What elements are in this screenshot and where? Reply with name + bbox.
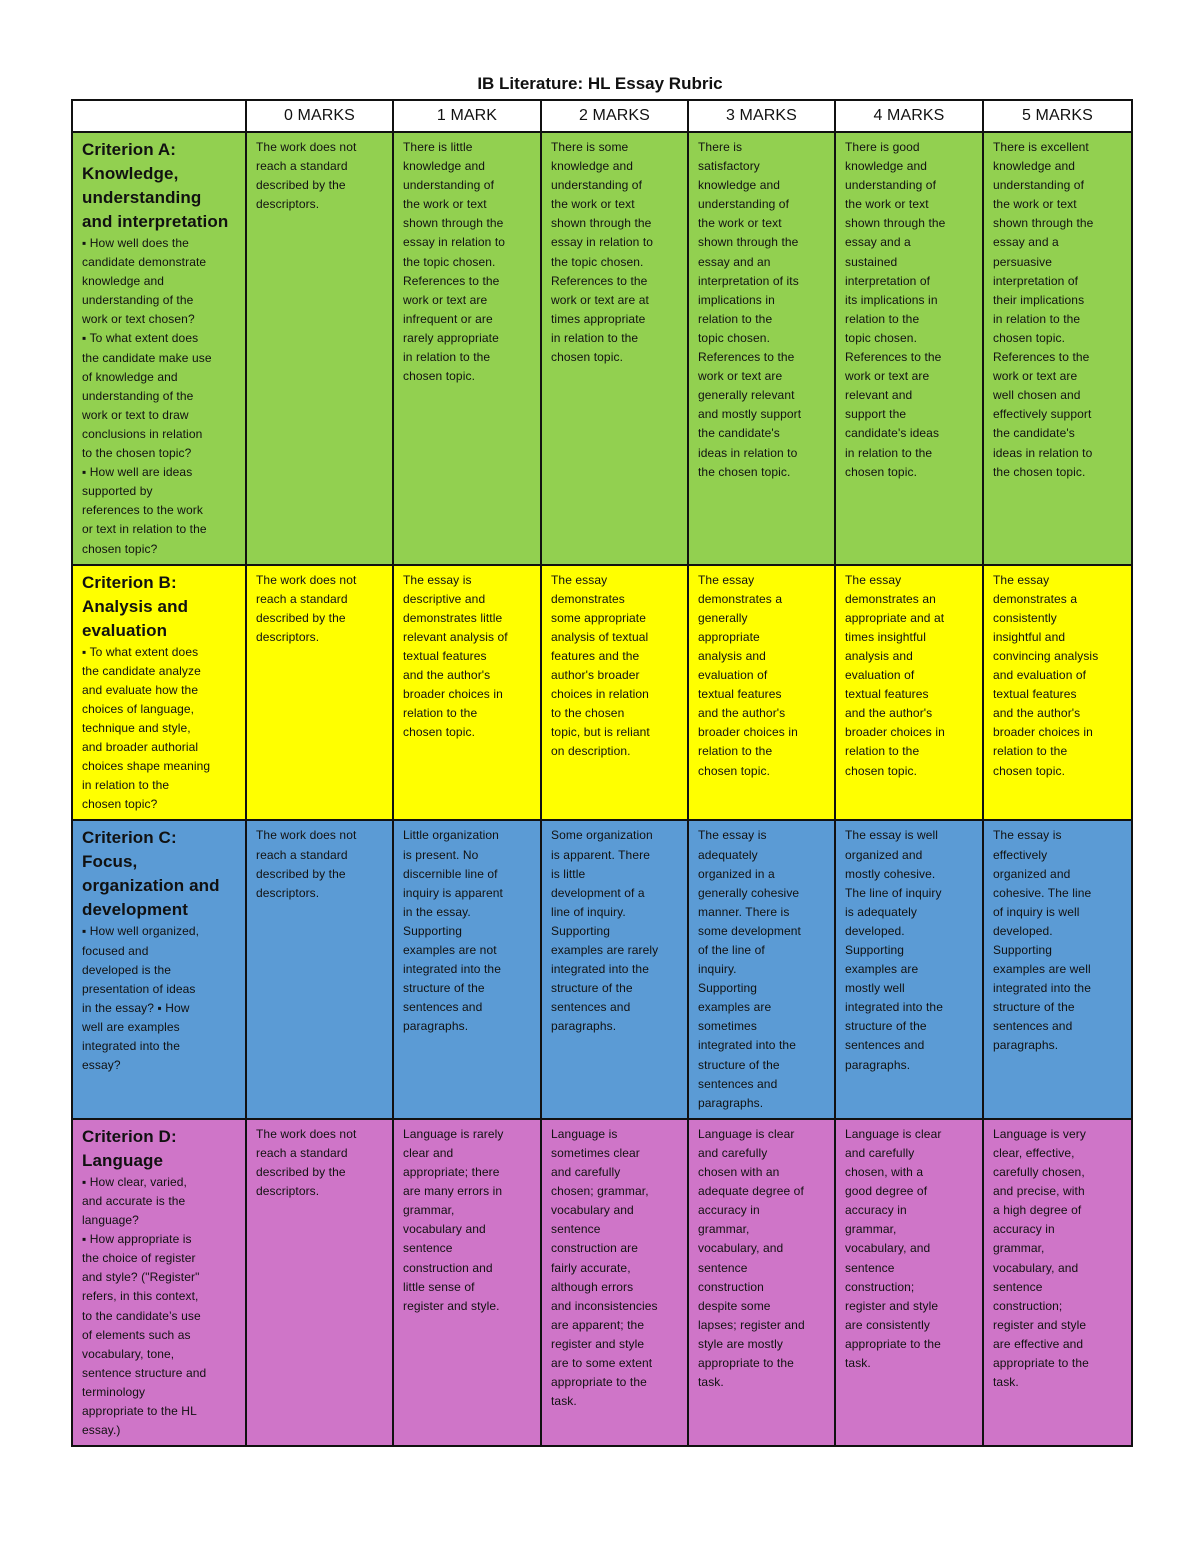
criterion-a-1-mark: There is little knowledge and understand… xyxy=(392,131,542,566)
criterion-d-row: Criterion D: Language ▪ How clear, varied… xyxy=(71,1117,1133,1448)
criterion-a-5-marks: There is excellent knowledge and underst… xyxy=(982,131,1133,566)
header-3-marks: 3 MARKS xyxy=(687,99,836,133)
criterion-d-0-marks: The work does not reach a standard descr… xyxy=(245,1117,394,1448)
criterion-title: Criterion B: Analysis and evaluation xyxy=(82,572,189,640)
criterion-d-5-marks: Language is very clear, effective, caref… xyxy=(982,1117,1133,1448)
document-title: IB Literature: HL Essay Rubric xyxy=(477,74,723,93)
criterion-description: ▪ How well organized, focused and develo… xyxy=(82,924,200,1073)
header-2-marks: 2 MARKS xyxy=(540,99,689,133)
header-5-marks: 5 MARKS xyxy=(982,99,1133,133)
criterion-a-4-marks: There is good knowledge and understandin… xyxy=(834,131,984,566)
header-0-marks: 0 MARKS xyxy=(245,99,394,133)
criterion-d-label: Criterion D: Language ▪ How clear, varied… xyxy=(71,1117,247,1448)
criterion-b-2-marks: The essay demonstrates some appropriate … xyxy=(540,563,689,822)
criterion-b-3-marks: The essay demonstrates a generally appro… xyxy=(687,563,836,822)
criterion-a-3-marks: There is satisfactory knowledge and unde… xyxy=(687,131,836,566)
header-4-marks: 4 MARKS xyxy=(834,99,984,133)
criterion-title: Criterion C: Focus, organization and dev… xyxy=(82,828,220,920)
criterion-b-0-marks: The work does not reach a standard descr… xyxy=(245,563,394,822)
criterion-c-4-marks: The essay is well organized and mostly c… xyxy=(834,819,984,1120)
criterion-c-2-marks: Some organization is apparent. There is … xyxy=(540,819,689,1120)
criterion-b-row: Criterion B: Analysis and evaluation ▪ To… xyxy=(71,563,1133,822)
criterion-d-1-mark: Language is rarely clear and appropriate… xyxy=(392,1117,542,1448)
header-cell-empty xyxy=(71,99,247,133)
header-row: 0 MARKS 1 MARK 2 MARKS 3 MARKS 4 MARKS 5… xyxy=(71,99,1133,133)
criterion-b-4-marks: The essay demonstrates an appropriate an… xyxy=(834,563,984,822)
criterion-title: Criterion D: Language xyxy=(82,1126,177,1170)
rubric-table: 0 MARKS 1 MARK 2 MARKS 3 MARKS 4 MARKS 5… xyxy=(71,99,1133,1448)
header-1-mark: 1 MARK xyxy=(392,99,542,133)
criterion-d-4-marks: Language is clear and carefully chosen, … xyxy=(834,1117,984,1448)
criterion-a-label: Criterion A: Knowledge, understanding an… xyxy=(71,131,247,566)
criterion-c-0-marks: The work does not reach a standard descr… xyxy=(245,819,394,1120)
criterion-description: ▪ How clear, varied, and accurate is the… xyxy=(82,1174,207,1438)
criterion-title: Criterion A: Knowledge, understanding an… xyxy=(82,140,229,231)
criterion-a-0-marks: The work does not reach a standard descr… xyxy=(245,131,394,566)
criterion-b-label: Criterion B: Analysis and evaluation ▪ To… xyxy=(71,563,247,822)
criterion-b-5-marks: The essay demonstrates a consistently in… xyxy=(982,563,1133,822)
criterion-c-3-marks: The essay is adequately organized in a g… xyxy=(687,819,836,1120)
criterion-c-1-mark: Little organization is present. No disce… xyxy=(392,819,542,1120)
criterion-b-1-mark: The essay is descriptive and demonstrate… xyxy=(392,563,542,822)
criterion-d-3-marks: Language is clear and carefully chosen w… xyxy=(687,1117,836,1448)
criterion-description: ▪ To what extent does the candidate anal… xyxy=(82,644,211,812)
criterion-c-row: Criterion C: Focus, organization and dev… xyxy=(71,819,1133,1120)
criterion-c-label: Criterion C: Focus, organization and dev… xyxy=(71,819,247,1120)
criterion-c-5-marks: The essay is effectively organized and c… xyxy=(982,819,1133,1120)
criterion-a-row: Criterion A: Knowledge, understanding an… xyxy=(71,131,1133,566)
criterion-a-2-marks: There is some knowledge and understandin… xyxy=(540,131,689,566)
criterion-d-2-marks: Language is sometimes clear and carefull… xyxy=(540,1117,689,1448)
criterion-description: ▪ How well does the candidate demonstrat… xyxy=(82,236,212,556)
